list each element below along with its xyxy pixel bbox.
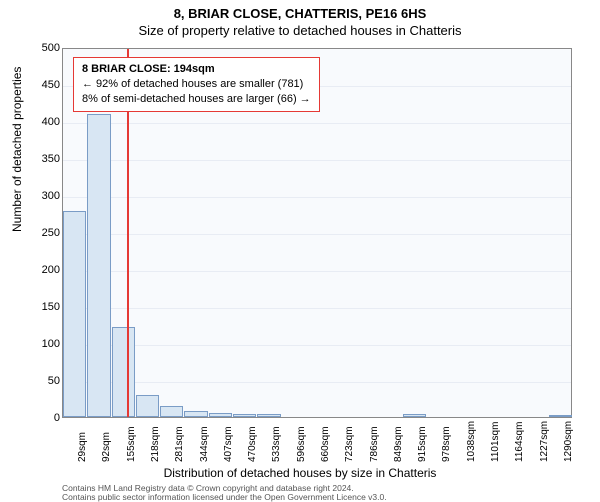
y-tick-label: 400 [38, 116, 60, 128]
page-subtitle: Size of property relative to detached ho… [0, 21, 600, 38]
x-tick-label: 218sqm [150, 426, 161, 462]
grid-line [63, 345, 571, 346]
footer-attribution: Contains HM Land Registry data © Crown c… [62, 484, 387, 501]
x-tick-label: 533sqm [271, 426, 282, 462]
x-tick-label: 660sqm [320, 426, 331, 462]
histogram-bar [257, 414, 280, 417]
y-tick-label: 100 [38, 338, 60, 350]
histogram-bar [136, 395, 159, 417]
legend-line-1: ← 92% of detached houses are smaller (78… [82, 77, 311, 92]
histogram-bar [549, 415, 572, 417]
x-tick-label: 155sqm [126, 426, 137, 462]
histogram-bar [87, 114, 110, 417]
y-axis-label: Number of detached properties [10, 67, 24, 232]
grid-line [63, 271, 571, 272]
x-tick-label: 915sqm [417, 426, 428, 462]
y-tick-label: 350 [38, 153, 60, 165]
x-tick-label: 786sqm [369, 426, 380, 462]
y-tick-label: 200 [38, 264, 60, 276]
grid-line [63, 197, 571, 198]
x-tick-label: 281sqm [174, 426, 185, 462]
legend-line-2: 8% of semi-detached houses are larger (6… [82, 92, 311, 107]
x-axis-ticks: 29sqm 92sqm 155sqm 218sqm 281sqm 344sqm 407sqm… [62, 420, 572, 470]
x-tick-label: 978sqm [441, 426, 452, 462]
legend-box: 8 BRIAR CLOSE: 194sqm ← 92% of detached … [73, 57, 320, 112]
grid-line [63, 382, 571, 383]
x-tick-label: 470sqm [247, 426, 258, 462]
histogram-bar [184, 411, 207, 417]
x-tick-label: 1227sqm [539, 421, 550, 462]
y-tick-label: 150 [38, 301, 60, 313]
x-tick-label: 596sqm [296, 426, 307, 462]
page-title: 8, BRIAR CLOSE, CHATTERIS, PE16 6HS [0, 0, 600, 21]
grid-line [63, 234, 571, 235]
grid-line [63, 123, 571, 124]
histogram-bar [63, 211, 86, 417]
grid-line [63, 308, 571, 309]
y-axis-ticks: 050100150200250300350400450500 [38, 48, 60, 418]
y-tick-label: 50 [38, 375, 60, 387]
x-tick-label: 92sqm [101, 432, 112, 462]
histogram-bar [403, 414, 426, 417]
y-tick-label: 250 [38, 227, 60, 239]
y-tick-label: 0 [38, 412, 60, 424]
x-tick-label: 723sqm [344, 426, 355, 462]
x-tick-label: 849sqm [393, 426, 404, 462]
x-tick-label: 1038sqm [466, 421, 477, 462]
histogram-bar [112, 327, 135, 417]
plot-area: 8 BRIAR CLOSE: 194sqm ← 92% of detached … [62, 48, 572, 418]
y-tick-label: 500 [38, 42, 60, 54]
grid-line [63, 160, 571, 161]
y-tick-label: 300 [38, 190, 60, 202]
x-tick-label: 1290sqm [563, 421, 574, 462]
histogram-bar [160, 406, 183, 417]
x-axis-label: Distribution of detached houses by size … [0, 466, 600, 480]
x-tick-label: 407sqm [223, 426, 234, 462]
chart-area: 8 BRIAR CLOSE: 194sqm ← 92% of detached … [62, 48, 572, 418]
x-tick-label: 29sqm [77, 432, 88, 462]
x-tick-label: 1164sqm [514, 422, 525, 462]
x-tick-label: 344sqm [199, 426, 210, 462]
histogram-bar [209, 413, 232, 417]
histogram-bar [233, 414, 256, 417]
y-tick-label: 450 [38, 79, 60, 91]
x-tick-label: 1101sqm [490, 422, 501, 462]
legend-title: 8 BRIAR CLOSE: 194sqm [82, 62, 311, 77]
